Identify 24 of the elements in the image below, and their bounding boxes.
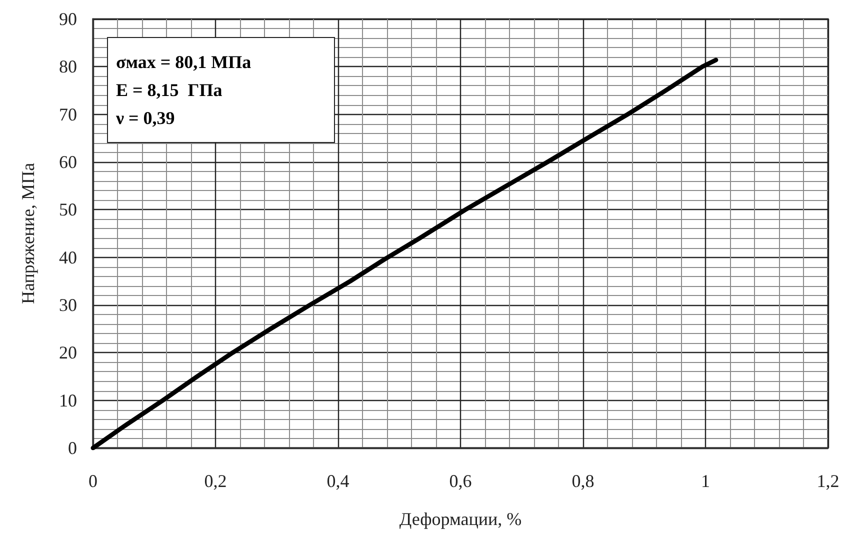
y-tick-label: 40 bbox=[59, 247, 77, 268]
y-axis-title: Напряжение, МПа bbox=[18, 162, 38, 304]
y-tick-label: 30 bbox=[59, 295, 77, 315]
x-tick-label: 0,2 bbox=[204, 471, 227, 491]
x-axis-title: Деформации, % bbox=[399, 509, 522, 529]
y-tick-label: 50 bbox=[59, 200, 77, 220]
y-tick-label: 0 bbox=[68, 438, 77, 458]
x-tick-label: 1 bbox=[701, 471, 710, 491]
x-tick-label: 0,6 bbox=[449, 471, 472, 491]
x-tick-label: 0,4 bbox=[326, 471, 350, 491]
x-tick-label: 0,8 bbox=[572, 471, 594, 491]
y-tick-label: 60 bbox=[59, 152, 77, 172]
note-box: σмах = 80,1 МПа E = 8,15 ГПа ν = 0,39 bbox=[107, 37, 335, 143]
x-tick-label: 0 bbox=[88, 471, 98, 491]
y-tick-label: 70 bbox=[59, 104, 77, 124]
y-tick-label: 20 bbox=[59, 342, 77, 363]
x-tick-label: 1,2 bbox=[816, 471, 840, 491]
annotation: E = 8,15 ГПа bbox=[116, 79, 224, 102]
y-tick-label: 80 bbox=[59, 56, 77, 77]
annotation: σмах = 80,1 МПа bbox=[116, 51, 252, 74]
y-tick-label: 90 bbox=[59, 9, 77, 29]
line-series bbox=[90, 58, 718, 450]
y-tick-label: 10 bbox=[59, 390, 77, 410]
annotation: ν = 0,39 bbox=[116, 107, 176, 130]
